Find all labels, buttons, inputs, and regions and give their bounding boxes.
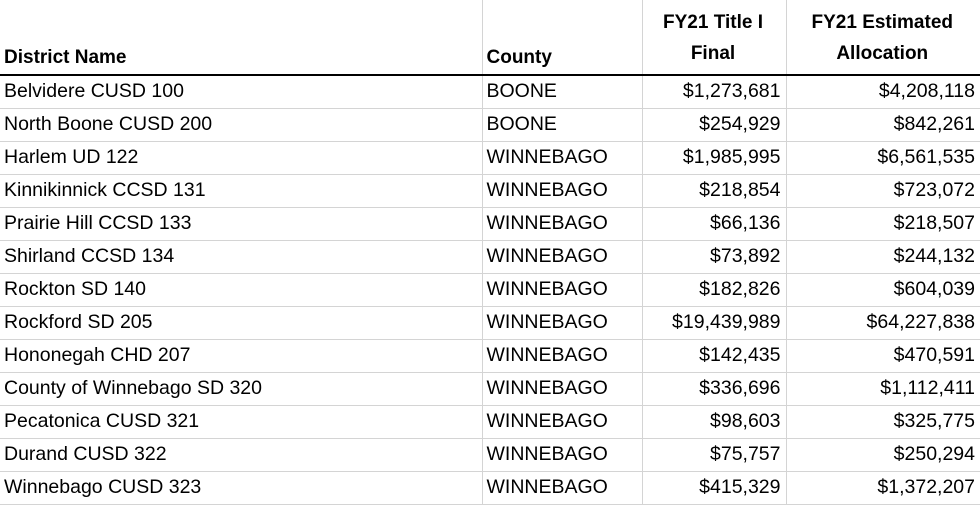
cell-fy21-estimated-allocation[interactable]: $604,039 bbox=[785, 273, 980, 307]
cell-county[interactable]: BOONE bbox=[481, 75, 642, 109]
table-row: Durand CUSD 322 WINNEBAGO $75,757 $250,294 bbox=[0, 438, 980, 472]
cell-county[interactable]: WINNEBAGO bbox=[481, 273, 642, 307]
cell-fy21-title-i-final[interactable]: $415,329 bbox=[641, 471, 786, 505]
header-county-label: County bbox=[486, 47, 552, 68]
cell-fy21-title-i-final[interactable]: $142,435 bbox=[641, 339, 786, 373]
cell-district-name[interactable]: Shirland CCSD 134 bbox=[0, 240, 482, 274]
cell-fy21-estimated-allocation[interactable]: $842,261 bbox=[785, 108, 980, 142]
header-fy21-estimated-allocation[interactable]: FY21 Estimated Allocation bbox=[785, 0, 980, 76]
table-row: County of Winnebago SD 320 WINNEBAGO $336,… bbox=[0, 372, 980, 406]
header-title1-line1: FY21 Title I bbox=[663, 12, 763, 33]
cell-county[interactable]: WINNEBAGO bbox=[481, 471, 642, 505]
cell-fy21-estimated-allocation[interactable]: $1,112,411 bbox=[785, 372, 980, 406]
table-row: Pecatonica CUSD 321 WINNEBAGO $98,603 $325,… bbox=[0, 405, 980, 439]
table-row: Belvidere CUSD 100 BOONE $1,273,681 $4,208,… bbox=[0, 75, 980, 109]
cell-fy21-title-i-final[interactable]: $218,854 bbox=[641, 174, 786, 208]
table-row: North Boone CUSD 200 BOONE $254,929 $842,26… bbox=[0, 108, 980, 142]
header-fy21-title-i-final[interactable]: FY21 Title I Final bbox=[641, 0, 786, 76]
cell-fy21-estimated-allocation[interactable]: $244,132 bbox=[785, 240, 980, 274]
cell-county[interactable]: WINNEBAGO bbox=[481, 141, 642, 175]
table-row: Prairie Hill CCSD 133 WINNEBAGO $66,136 $21… bbox=[0, 207, 980, 241]
cell-fy21-estimated-allocation[interactable]: $325,775 bbox=[785, 405, 980, 439]
cell-district-name[interactable]: Pecatonica CUSD 321 bbox=[0, 405, 482, 439]
cell-fy21-estimated-allocation[interactable]: $723,072 bbox=[785, 174, 980, 208]
cell-fy21-estimated-allocation[interactable]: $250,294 bbox=[785, 438, 980, 472]
header-district-label: District Name bbox=[4, 47, 127, 68]
cell-fy21-title-i-final[interactable]: $98,603 bbox=[641, 405, 786, 439]
header-row: District Name County FY21 Title I Final … bbox=[0, 0, 980, 76]
cell-fy21-estimated-allocation[interactable]: $470,591 bbox=[785, 339, 980, 373]
cell-fy21-title-i-final[interactable]: $254,929 bbox=[641, 108, 786, 142]
cell-county[interactable]: WINNEBAGO bbox=[481, 372, 642, 406]
header-est-line2: Allocation bbox=[836, 43, 929, 64]
cell-district-name[interactable]: Winnebago CUSD 323 bbox=[0, 471, 482, 505]
table-row: Harlem UD 122 WINNEBAGO $1,985,995 $6,561,5… bbox=[0, 141, 980, 175]
cell-county[interactable]: WINNEBAGO bbox=[481, 174, 642, 208]
cell-fy21-estimated-allocation[interactable]: $218,507 bbox=[785, 207, 980, 241]
cell-fy21-title-i-final[interactable]: $66,136 bbox=[641, 207, 786, 241]
table-row: Shirland CCSD 134 WINNEBAGO $73,892 $244,13… bbox=[0, 240, 980, 274]
cell-district-name[interactable]: County of Winnebago SD 320 bbox=[0, 372, 482, 406]
cell-fy21-title-i-final[interactable]: $1,985,995 bbox=[641, 141, 786, 175]
cell-fy21-estimated-allocation[interactable]: $6,561,535 bbox=[785, 141, 980, 175]
cell-district-name[interactable]: Kinnikinnick CCSD 131 bbox=[0, 174, 482, 208]
cell-district-name[interactable]: Prairie Hill CCSD 133 bbox=[0, 207, 482, 241]
cell-fy21-estimated-allocation[interactable]: $64,227,838 bbox=[785, 306, 980, 340]
cell-fy21-title-i-final[interactable]: $182,826 bbox=[641, 273, 786, 307]
cell-fy21-title-i-final[interactable]: $19,439,989 bbox=[641, 306, 786, 340]
cell-district-name[interactable]: Harlem UD 122 bbox=[0, 141, 482, 175]
cell-fy21-title-i-final[interactable]: $1,273,681 bbox=[641, 75, 786, 109]
table-row: Rockford SD 205 WINNEBAGO $19,439,989 $64,2… bbox=[0, 306, 980, 340]
header-title1-line2: Final bbox=[690, 43, 736, 64]
cell-county[interactable]: WINNEBAGO bbox=[481, 339, 642, 373]
table-row: Hononegah CHD 207 WINNEBAGO $142,435 $470,5… bbox=[0, 339, 980, 373]
table-row: Winnebago CUSD 323 WINNEBAGO $415,329 $1,37… bbox=[0, 471, 980, 505]
cell-district-name[interactable]: Rockton SD 140 bbox=[0, 273, 482, 307]
cell-fy21-estimated-allocation[interactable]: $4,208,118 bbox=[785, 75, 980, 109]
cell-county[interactable]: WINNEBAGO bbox=[481, 240, 642, 274]
cell-county[interactable]: BOONE bbox=[481, 108, 642, 142]
table-row: Kinnikinnick CCSD 131 WINNEBAGO $218,854 $7… bbox=[0, 174, 980, 208]
cell-fy21-title-i-final[interactable]: $75,757 bbox=[641, 438, 786, 472]
cell-county[interactable]: WINNEBAGO bbox=[481, 207, 642, 241]
cell-county[interactable]: WINNEBAGO bbox=[481, 306, 642, 340]
cell-county[interactable]: WINNEBAGO bbox=[481, 405, 642, 439]
cell-county[interactable]: WINNEBAGO bbox=[481, 438, 642, 472]
cell-fy21-estimated-allocation[interactable]: $1,372,207 bbox=[785, 471, 980, 505]
cell-fy21-title-i-final[interactable]: $336,696 bbox=[641, 372, 786, 406]
cell-fy21-title-i-final[interactable]: $73,892 bbox=[641, 240, 786, 274]
cell-district-name[interactable]: North Boone CUSD 200 bbox=[0, 108, 482, 142]
header-est-line1: FY21 Estimated bbox=[811, 12, 954, 33]
cell-district-name[interactable]: Belvidere CUSD 100 bbox=[0, 75, 482, 109]
header-district-name[interactable]: District Name bbox=[0, 0, 482, 76]
cell-district-name[interactable]: Rockford SD 205 bbox=[0, 306, 482, 340]
cell-district-name[interactable]: Durand CUSD 322 bbox=[0, 438, 482, 472]
header-county[interactable]: County bbox=[481, 0, 642, 76]
cell-district-name[interactable]: Hononegah CHD 207 bbox=[0, 339, 482, 373]
table-row: Rockton SD 140 WINNEBAGO $182,826 $604,039 bbox=[0, 273, 980, 307]
